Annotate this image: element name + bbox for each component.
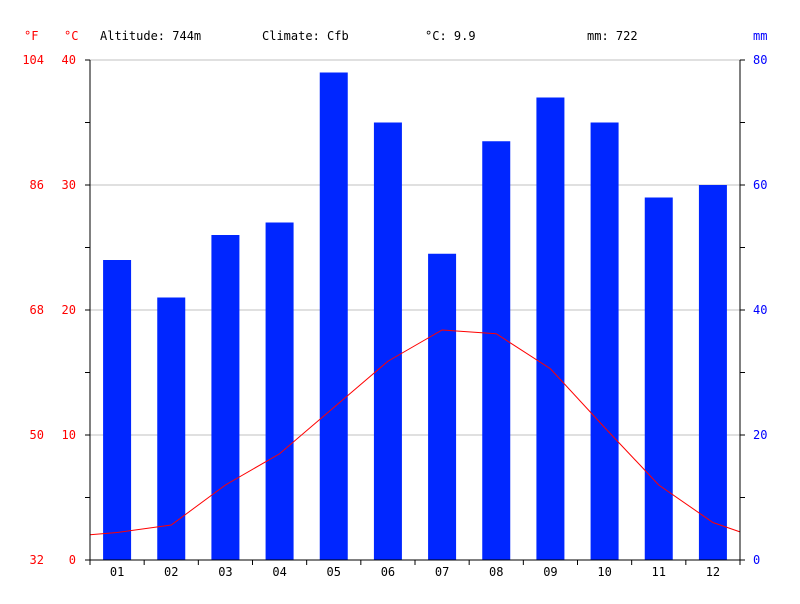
precipitation-bar xyxy=(157,297,186,560)
mm-tick-label: 20 xyxy=(753,428,767,442)
precipitation-bar xyxy=(428,253,457,560)
month-tick-label: 05 xyxy=(327,565,341,579)
month-tick-label: 07 xyxy=(435,565,449,579)
temperature-line xyxy=(89,329,741,536)
mm-tick-label: 0 xyxy=(753,553,760,567)
temperature-average-label: °C: 9.9 xyxy=(425,29,476,43)
precipitation-bar xyxy=(319,72,348,560)
fahrenheit-tick-label: 68 xyxy=(30,303,44,317)
month-tick-label: 04 xyxy=(272,565,286,579)
fahrenheit-tick-label: 32 xyxy=(30,553,44,567)
labels-layer: 0 32 10 50 20 68 30 86 40 104 0 20 40 60 80 01 02 03 04 05 0… xyxy=(22,53,767,579)
mm-tick-label: 40 xyxy=(753,303,767,317)
month-tick-label: 01 xyxy=(110,565,124,579)
mm-tick-label: 60 xyxy=(753,178,767,192)
unit-fahrenheit-label: °F xyxy=(24,29,38,43)
line-layer xyxy=(89,329,741,536)
precipitation-bar xyxy=(265,222,294,560)
month-tick-label: 08 xyxy=(489,565,503,579)
precipitation-bar xyxy=(698,185,727,560)
precipitation-bar xyxy=(211,235,240,560)
climate-label: Climate: Cfb xyxy=(262,29,349,43)
precipitation-bar xyxy=(644,197,673,560)
precipitation-bar xyxy=(103,260,132,560)
precipitation-bar xyxy=(590,122,619,560)
celsius-tick-label: 10 xyxy=(62,428,76,442)
fahrenheit-tick-label: 86 xyxy=(30,178,44,192)
month-tick-label: 03 xyxy=(218,565,232,579)
month-tick-label: 10 xyxy=(597,565,611,579)
fahrenheit-tick-label: 104 xyxy=(22,53,44,67)
month-tick-label: 06 xyxy=(381,565,395,579)
month-tick-label: 12 xyxy=(706,565,720,579)
month-tick-label: 09 xyxy=(543,565,557,579)
celsius-tick-label: 20 xyxy=(62,303,76,317)
fahrenheit-tick-label: 50 xyxy=(30,428,44,442)
unit-mm-label: mm xyxy=(753,29,767,43)
unit-celsius-label: °C xyxy=(64,29,78,43)
bars-layer xyxy=(103,72,727,560)
celsius-tick-label: 40 xyxy=(62,53,76,67)
altitude-label: Altitude: 744m xyxy=(100,29,201,43)
precipitation-bar xyxy=(373,122,402,560)
celsius-tick-label: 0 xyxy=(69,553,76,567)
mm-tick-label: 80 xyxy=(753,53,767,67)
month-tick-label: 02 xyxy=(164,565,178,579)
precipitation-total-label: mm: 722 xyxy=(587,29,638,43)
axes-layer xyxy=(85,59,745,565)
precipitation-bar xyxy=(536,97,565,560)
celsius-tick-label: 30 xyxy=(62,178,76,192)
grid-layer xyxy=(90,59,740,436)
month-tick-label: 11 xyxy=(652,565,666,579)
precipitation-bar xyxy=(482,141,511,560)
